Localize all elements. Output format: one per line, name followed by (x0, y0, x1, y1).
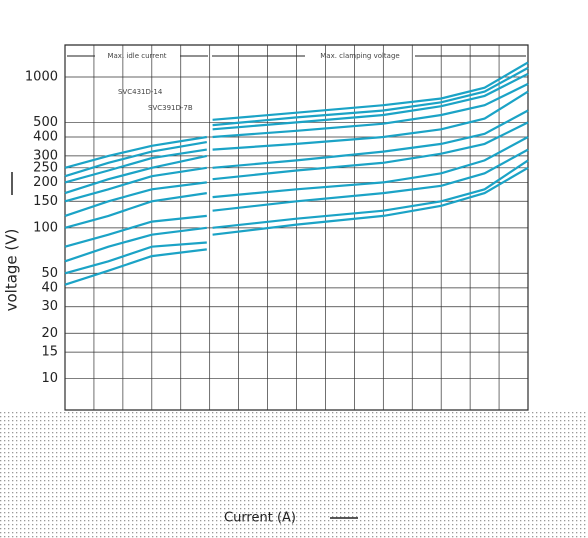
y-tick-label: 500 (33, 115, 58, 130)
y-tick-label: 300 (33, 148, 58, 163)
curve (64, 121, 529, 229)
y-tick-label: 10 (41, 371, 58, 386)
curve (64, 72, 529, 184)
curve (64, 136, 529, 248)
curve (64, 90, 529, 203)
y-tick-label: 15 (41, 345, 58, 360)
y-tick-label: 150 (33, 194, 58, 209)
y-tick-label: 40 (41, 280, 58, 295)
header-right: Max. clamping voltage (320, 52, 399, 60)
y-tick-label: 20 (41, 326, 58, 341)
curve (64, 61, 529, 169)
y-tick-label: 30 (41, 299, 58, 314)
header-left: Max. idle current (107, 52, 166, 60)
curve-label: SVC391D-7B (148, 104, 193, 112)
y-tick-label: 250 (33, 160, 58, 175)
y-tick-label: 400 (33, 130, 58, 145)
y-axis-label: voltage (V) (3, 229, 21, 312)
curve (64, 148, 529, 263)
curve-label: SVC431D-14 (118, 88, 163, 96)
y-tick-label: 200 (33, 175, 58, 190)
curve (64, 159, 529, 275)
halftone-area (0, 410, 588, 538)
x-axis-label: Current (A) (224, 511, 296, 526)
y-tick-label: 1000 (25, 70, 58, 85)
y-tick-label: 100 (33, 220, 58, 235)
curve (64, 66, 529, 178)
curve (64, 82, 529, 195)
y-tick-label: 50 (41, 266, 58, 281)
curve (64, 166, 529, 286)
curve (64, 109, 529, 217)
